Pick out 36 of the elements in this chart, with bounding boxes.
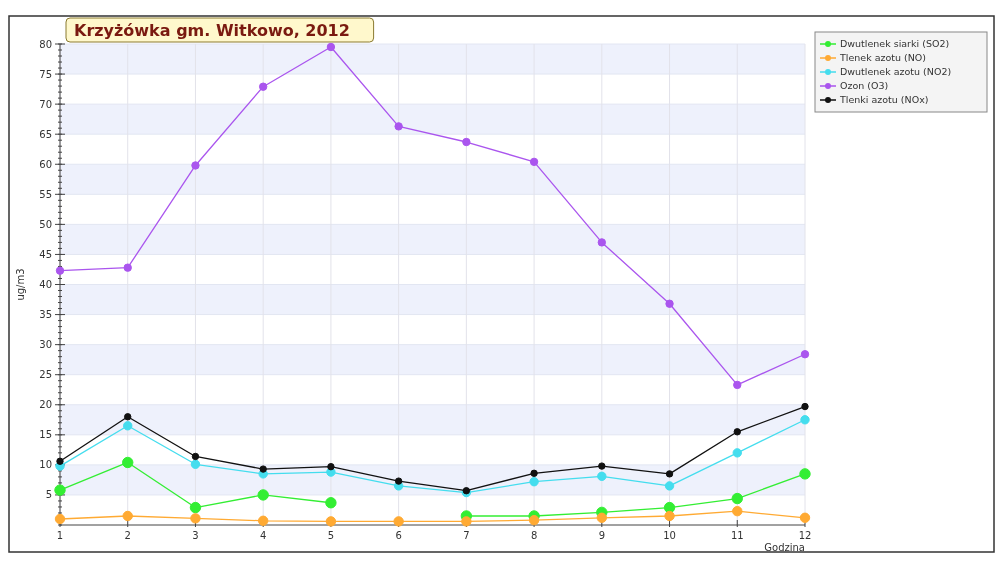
y-tick-label: 45: [39, 248, 52, 260]
y-tick-label: 60: [39, 158, 52, 170]
legend-label: Ozon (O3): [840, 80, 889, 92]
y-tick-label: 50: [39, 218, 52, 230]
legend-label: Dwutlenek azotu (NO2): [840, 66, 952, 78]
x-tick-label: 9: [598, 530, 606, 541]
x-tick-label: 8: [530, 530, 538, 541]
legend-label: Tlenek azotu (NO): [839, 52, 927, 64]
y-tick-label: 5: [45, 489, 52, 501]
legend-label: Tlenki azotu (NOx): [839, 94, 929, 106]
y-tick-label: 35: [39, 309, 52, 321]
y-axis-title: ug/m3: [15, 268, 26, 301]
y-tick-label: 15: [39, 429, 52, 441]
x-tick-label: 5: [327, 530, 335, 541]
y-tick-label: 65: [39, 128, 52, 140]
x-tick-label: 11: [730, 530, 744, 541]
chart-title: Krzyżówka gm. Witkowo, 2012: [74, 21, 350, 40]
x-tick-label: 1: [56, 530, 64, 541]
y-tick-label: 55: [39, 188, 52, 200]
x-tick-label: 10: [663, 530, 676, 541]
y-tick-label: 40: [39, 279, 52, 290]
x-tick-label: 7: [463, 530, 470, 541]
x-tick-label: 2: [124, 530, 131, 541]
y-tick-label: 10: [39, 459, 52, 471]
x-tick-label: 6: [395, 530, 402, 541]
legend-label: Dwutlenek siarki (SO2): [840, 38, 950, 50]
y-tick-label: 75: [39, 68, 52, 80]
y-tick-label: 20: [39, 399, 52, 411]
x-tick-label: 12: [798, 530, 812, 541]
x-tick-label: 3: [192, 530, 199, 541]
x-tick-label: 4: [259, 530, 267, 541]
y-tick-label: 80: [39, 38, 52, 50]
y-tick-label: 70: [39, 98, 52, 110]
y-tick-label: 25: [39, 369, 52, 381]
x-axis-title: Godzina: [764, 542, 805, 553]
y-tick-label: 30: [39, 339, 52, 351]
